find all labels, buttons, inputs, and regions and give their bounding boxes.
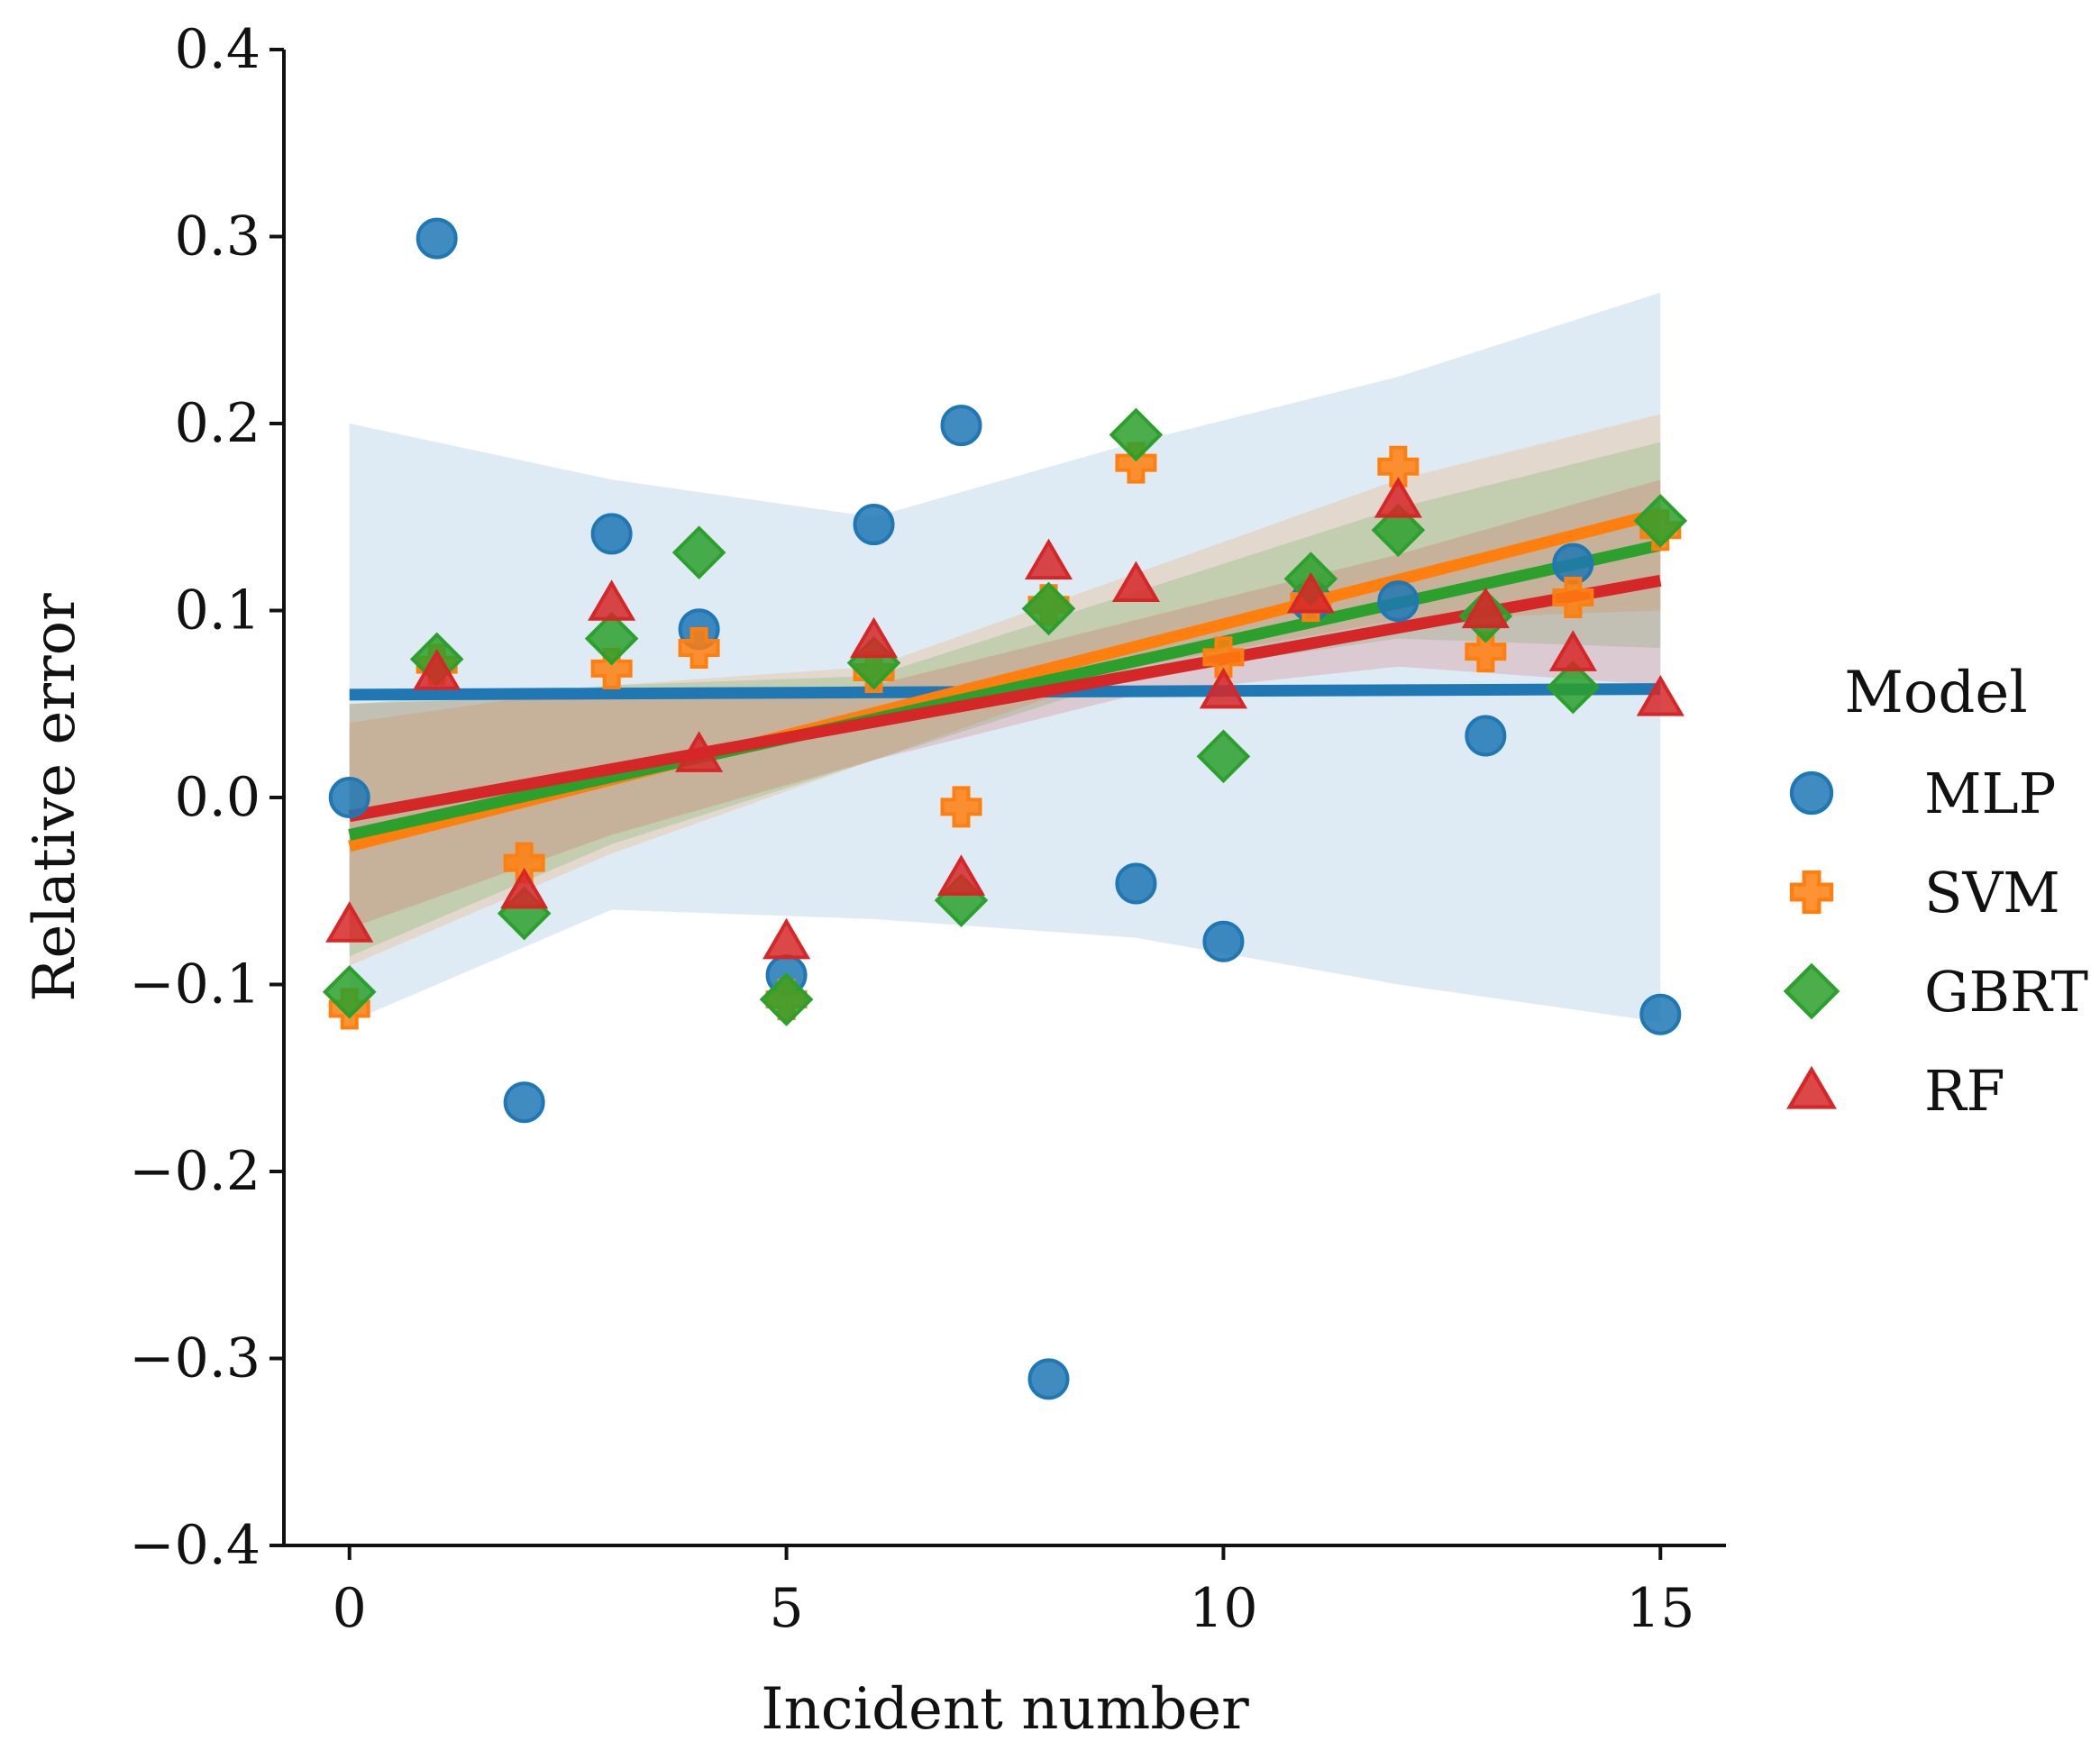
rf-point-7 <box>936 854 986 896</box>
x-tick-label: 5 <box>769 1577 803 1640</box>
gbrt-point-9 <box>1109 407 1164 462</box>
mlp-point-1 <box>415 217 458 260</box>
x-tick-label: 0 <box>333 1577 367 1640</box>
mlp-point-9 <box>1115 862 1157 905</box>
gbrt-point-12 <box>1371 503 1426 558</box>
legend-marker-gbrt <box>1783 962 1840 1020</box>
legend-marker-rf <box>1786 1065 1837 1109</box>
y-tick-label: 0.0 <box>175 766 260 829</box>
y-tick-label: 0.3 <box>175 205 260 269</box>
rf-point-8 <box>1024 538 1073 580</box>
svm-point-13 <box>1465 631 1507 673</box>
rf-point-11 <box>1286 571 1335 614</box>
rf-point-2 <box>500 867 549 909</box>
rf-point-5 <box>762 917 811 960</box>
gbrt-point-0 <box>322 964 377 1019</box>
legend-marker-mlp <box>1789 770 1834 816</box>
gbrt-point-5 <box>759 972 814 1026</box>
y-tick-label: 0.1 <box>175 579 260 643</box>
mlp-point-10 <box>1202 920 1245 962</box>
rf-point-14 <box>1548 630 1597 671</box>
axes: 0.4 0.3 0.2 0.1 0.0 −0.1 −0.2 −0.3 −0.4 0 5 10 15 Inc… <box>22 18 1726 1743</box>
y-tick-label: 0.4 <box>175 18 260 81</box>
y-tick-label: −0.1 <box>129 953 260 1016</box>
mlp-point-13 <box>1465 715 1507 757</box>
data-points <box>322 217 1688 1400</box>
rf-point-3 <box>588 579 636 621</box>
mlp-point-15 <box>1639 993 1682 1035</box>
gbrt-point-3 <box>584 611 639 666</box>
rf-regression-line <box>348 574 1662 823</box>
gbrt-point-10 <box>1196 729 1251 784</box>
rf-point-13 <box>1461 587 1510 629</box>
gbrt-point-14 <box>1546 660 1601 715</box>
mlp-point-6 <box>853 504 895 546</box>
svm-point-10 <box>1202 636 1245 679</box>
legend-label-rf: RF <box>1924 1058 2005 1124</box>
legend-label-mlp: MLP <box>1924 761 2056 826</box>
x-tick-label: 10 <box>1189 1577 1257 1640</box>
y-tick-label: −0.3 <box>129 1327 260 1390</box>
gbrt-regression-line <box>348 539 1662 841</box>
rf-point-12 <box>1374 477 1422 518</box>
mlp-point-7 <box>940 405 982 447</box>
rf-point-0 <box>325 901 374 943</box>
rf-point-9 <box>1111 561 1161 603</box>
svm-point-3 <box>590 647 633 689</box>
svm-point-9 <box>1115 442 1157 484</box>
rf-point-1 <box>413 649 461 690</box>
svm-point-4 <box>678 627 720 669</box>
rf-point-4 <box>675 731 724 772</box>
legend-label-svm: SVM <box>1924 860 2060 925</box>
regression-lines <box>348 507 1662 852</box>
rf-point-6 <box>849 616 899 659</box>
svm-point-12 <box>1377 445 1420 488</box>
rf-point-10 <box>1199 667 1248 709</box>
mlp-point-0 <box>328 777 370 818</box>
mlp-point-8 <box>1027 1358 1070 1400</box>
x-axis-label: Incident number <box>761 1676 1249 1743</box>
y-tick-label: −0.4 <box>129 1514 260 1577</box>
mlp-point-3 <box>590 513 633 555</box>
gbrt-point-15 <box>1633 494 1688 548</box>
mlp-point-2 <box>503 1081 545 1124</box>
gbrt-point-8 <box>1021 581 1076 636</box>
legend-title: Model <box>1844 660 2027 726</box>
y-tick-label: −0.2 <box>129 1140 260 1203</box>
svm-point-7 <box>940 786 982 828</box>
rf-point-15 <box>1636 675 1685 716</box>
mlp-confidence-band <box>349 292 1661 1022</box>
legend-marker-svm <box>1789 870 1834 915</box>
legend: Model MLP SVM GBRT RF <box>1783 660 2088 1124</box>
legend-label-gbrt: GBRT <box>1924 959 2088 1025</box>
mlp-point-12 <box>1377 580 1420 623</box>
y-axis-label: Relative error <box>22 593 88 1002</box>
x-tick-label: 15 <box>1626 1577 1694 1640</box>
svm-point-14 <box>1552 576 1594 618</box>
gbrt-point-4 <box>671 525 726 580</box>
y-tick-label: 0.2 <box>175 392 260 455</box>
